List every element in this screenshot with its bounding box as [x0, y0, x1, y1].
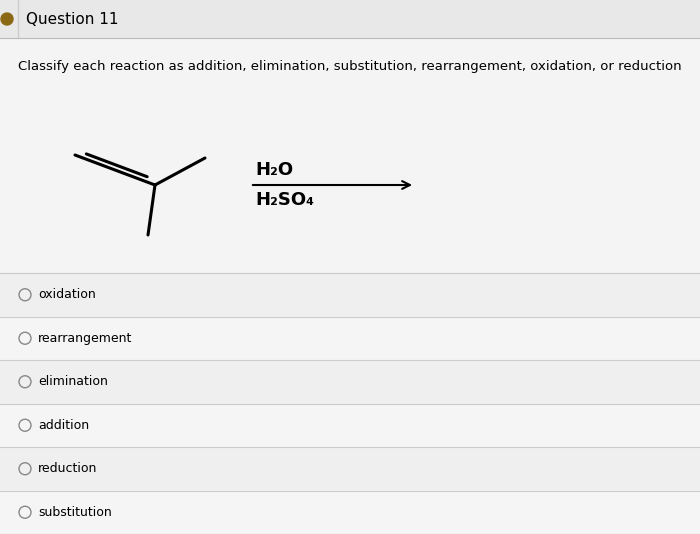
FancyBboxPatch shape	[0, 491, 700, 534]
Text: H₂SO₄: H₂SO₄	[255, 191, 314, 209]
FancyBboxPatch shape	[0, 38, 700, 273]
Text: reduction: reduction	[38, 462, 97, 475]
FancyBboxPatch shape	[0, 447, 700, 491]
Text: rearrangement: rearrangement	[38, 332, 132, 345]
Text: H₂O: H₂O	[255, 161, 293, 179]
Text: Question 11: Question 11	[26, 12, 118, 27]
Text: Classify each reaction as addition, elimination, substitution, rearrangement, ox: Classify each reaction as addition, elim…	[18, 60, 682, 73]
FancyBboxPatch shape	[0, 404, 700, 447]
Circle shape	[1, 13, 13, 25]
Text: addition: addition	[38, 419, 89, 432]
FancyBboxPatch shape	[0, 0, 700, 38]
FancyBboxPatch shape	[0, 273, 700, 317]
FancyBboxPatch shape	[0, 317, 700, 360]
Text: elimination: elimination	[38, 375, 108, 388]
Text: substitution: substitution	[38, 506, 112, 519]
FancyBboxPatch shape	[0, 360, 700, 404]
Text: oxidation: oxidation	[38, 288, 96, 301]
